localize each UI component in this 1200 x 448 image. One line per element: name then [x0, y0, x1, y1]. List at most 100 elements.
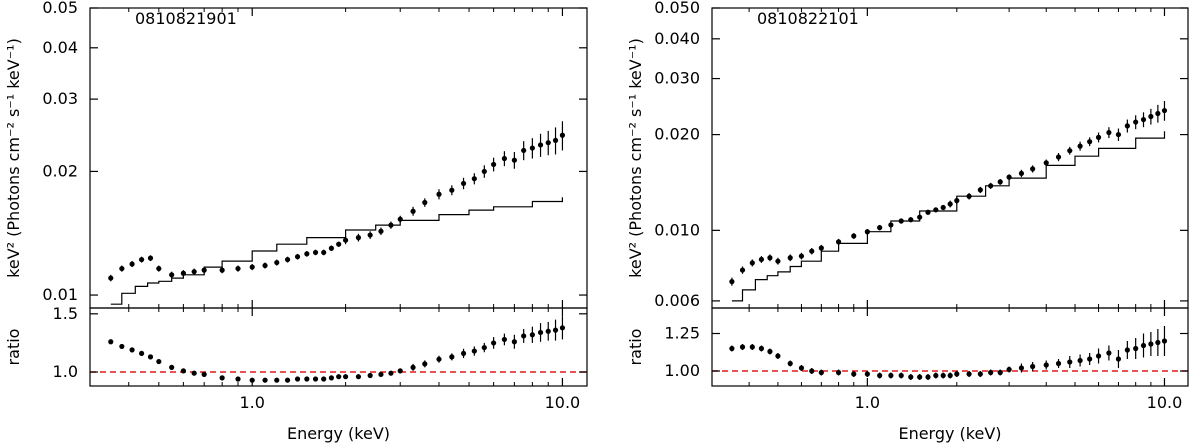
data-point: [397, 216, 403, 222]
data-point: [129, 261, 135, 267]
y-axis-label: keV² (Photons cm⁻² s⁻¹ keV⁻¹): [4, 38, 23, 278]
data-point: [521, 147, 527, 154]
data-point: [294, 254, 301, 260]
ratio-point: [529, 332, 535, 338]
data-point: [1087, 139, 1093, 145]
ratio-point: [336, 374, 342, 380]
data-point: [1006, 174, 1012, 180]
ratio-point: [262, 377, 268, 383]
ratio-point: [908, 374, 914, 380]
data-point: [139, 256, 145, 263]
ratio-point: [559, 325, 566, 331]
ratio-point: [521, 333, 527, 339]
ratio-point: [809, 368, 815, 374]
ratio-y-tick-label: 1.0: [53, 362, 78, 381]
data-point: [877, 225, 883, 231]
data-point: [342, 237, 349, 243]
data-point: [933, 207, 939, 213]
ratio-point: [1155, 339, 1161, 346]
x-axis-label: Energy (keV): [898, 424, 1001, 443]
data-point: [954, 198, 960, 204]
ratio-point: [940, 372, 946, 379]
top-axes-frame: [711, 7, 1189, 309]
ratio-point: [775, 353, 781, 359]
ratio-point: [156, 358, 162, 365]
observation-id-label: 0810822101: [757, 9, 859, 28]
ratio-point: [851, 371, 857, 377]
ratio-point: [749, 344, 755, 350]
data-point: [1077, 143, 1083, 149]
top-axes-frame: [89, 7, 588, 309]
data-point: [552, 137, 559, 144]
ratio-point: [947, 372, 953, 379]
ratio-point: [1124, 347, 1130, 353]
data-point: [1155, 110, 1161, 117]
data-point: [908, 217, 914, 223]
ratio-point: [552, 327, 559, 333]
data-point: [169, 272, 175, 278]
ratio-point: [449, 354, 455, 360]
data-point: [274, 259, 280, 266]
ratio-y-tick-label: 1.25: [664, 324, 700, 343]
data-point: [1030, 166, 1036, 172]
ratio-point: [1140, 342, 1147, 349]
y-tick-label: 0.040: [654, 29, 700, 48]
data-point: [977, 187, 983, 193]
y-tick-label: 0.03: [42, 89, 78, 108]
ratio-point: [1043, 362, 1049, 368]
data-point: [925, 209, 931, 215]
ratio-point: [388, 370, 394, 376]
data-point: [436, 191, 442, 197]
data-point: [321, 249, 327, 256]
y-tick-label: 0.01: [42, 285, 78, 304]
data-point: [767, 255, 773, 261]
spectrum-panel-1: 0.01 0.02 0.03 0.04 0.05 0810821901 keV² (Phot…: [4, 0, 588, 443]
ratio-point: [491, 340, 497, 346]
ratio-point: [119, 343, 125, 350]
ratio-point: [355, 374, 362, 380]
data-point: [191, 269, 197, 275]
bottom-axes-frame: [89, 307, 588, 387]
data-point: [1124, 123, 1130, 129]
ratio-point: [954, 371, 960, 377]
ratio-point: [1055, 360, 1062, 367]
data-point: [1018, 170, 1025, 177]
data-point: [262, 262, 268, 269]
data-point: [1115, 131, 1122, 138]
ratio-point: [147, 354, 154, 360]
ratio-point: [1148, 341, 1154, 347]
data-point: [1055, 154, 1062, 160]
data-point: [355, 235, 362, 241]
ratio-point: [798, 365, 805, 371]
model-step-line: [110, 197, 563, 305]
data-point: [835, 239, 842, 245]
ratio-y-tick-label: 1.00: [664, 361, 700, 380]
y-axis-label: keV² (Photons cm⁻² s⁻¹ keV⁻¹): [626, 38, 645, 278]
ratio-point: [1161, 338, 1168, 344]
ratio-point: [312, 376, 319, 382]
ratio-point: [818, 369, 824, 376]
data-point: [798, 253, 805, 259]
data-point: [249, 264, 255, 270]
ratio-bottom-panel: 1.00 1.25 1.0 10.0 ratio Energy (keV): [626, 307, 1189, 443]
data-point: [529, 145, 535, 151]
x-tick-label: 1.0: [855, 393, 880, 412]
data-point: [312, 249, 319, 256]
ratio-point: [877, 372, 883, 379]
data-point: [966, 193, 972, 199]
data-point: [818, 245, 824, 251]
data-point: [775, 258, 781, 264]
data-point: [559, 132, 566, 138]
ratio-point: [471, 348, 477, 354]
data-point: [864, 229, 870, 235]
ratio-point: [201, 371, 207, 377]
y-tick-label: 0.04: [42, 38, 78, 57]
data-point: [898, 218, 904, 224]
ratio-point: [1087, 356, 1093, 362]
ratio-point: [988, 369, 994, 376]
spectrum-top-panel: 0.006 0.010 0.020 0.030 0.040 0.050 0810822101…: [626, 0, 1189, 310]
data-point: [988, 183, 994, 189]
bottom-axes-frame: [711, 307, 1189, 387]
data-point: [749, 260, 755, 266]
ratio-point: [977, 371, 983, 377]
